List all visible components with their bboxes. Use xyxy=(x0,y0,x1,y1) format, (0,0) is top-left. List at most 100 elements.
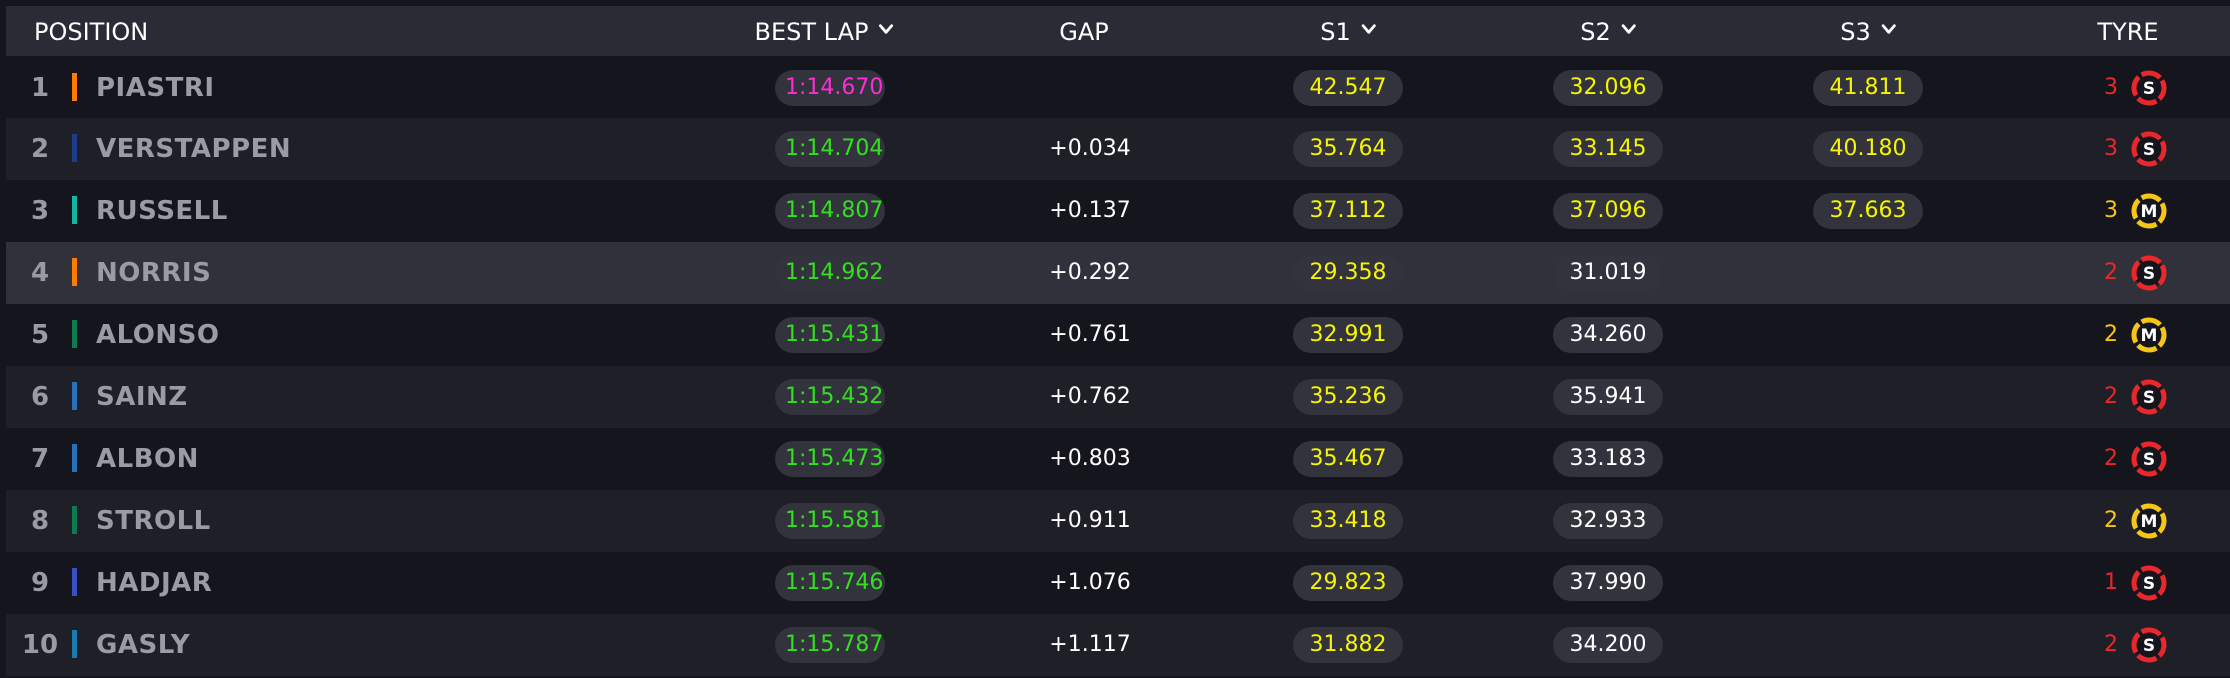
position-number: 5 xyxy=(30,320,50,350)
table-row[interactable]: 9 HADJAR 1:15.746 +1.076 29.823 37.990 1 S xyxy=(6,552,2230,614)
medium-tyre-icon: M xyxy=(2131,317,2167,353)
driver-name[interactable]: ALBON xyxy=(96,444,199,474)
team-color-bar xyxy=(72,444,77,472)
soft-tyre-icon: S xyxy=(2131,255,2167,291)
table-row[interactable]: 6 SAINZ 1:15.432 +0.762 35.236 35.941 2 S xyxy=(6,366,2230,428)
table-row[interactable]: 8 STROLL 1:15.581 +0.911 33.418 32.933 2 M xyxy=(6,490,2230,552)
best-lap-time: 1:14.807 xyxy=(775,193,885,229)
table-row[interactable]: 4 NORRIS 1:14.962 +0.292 29.358 31.019 2 S xyxy=(6,242,2230,304)
header-s1[interactable]: S1 xyxy=(1320,6,1376,56)
tyre-laps-count: 3 xyxy=(2104,136,2118,161)
driver-name[interactable]: PIASTRI xyxy=(96,73,215,103)
tyre-laps-count: 1 xyxy=(2104,570,2118,595)
medium-tyre-icon: M xyxy=(2131,193,2167,229)
s2-time: 34.200 xyxy=(1553,627,1663,663)
team-color-bar xyxy=(72,382,77,410)
position-number: 3 xyxy=(30,196,50,226)
best-lap-time: 1:15.746 xyxy=(775,565,885,601)
s1-time: 35.467 xyxy=(1293,441,1403,477)
s3-time: 40.180 xyxy=(1813,131,1923,167)
tyre-compound-letter: M xyxy=(2141,512,2158,532)
s2-time: 33.145 xyxy=(1553,131,1663,167)
driver-name[interactable]: GASLY xyxy=(96,630,191,660)
soft-tyre-icon: S xyxy=(2131,441,2167,477)
gap-value: +0.761 xyxy=(1049,322,1131,347)
tyre-laps-count: 2 xyxy=(2104,260,2118,285)
s1-time: 29.358 xyxy=(1293,255,1403,291)
driver-name[interactable]: STROLL xyxy=(96,506,211,536)
s2-time: 37.990 xyxy=(1553,565,1663,601)
team-color-bar xyxy=(72,630,77,658)
table-row[interactable]: 5 ALONSO 1:15.431 +0.761 32.991 34.260 2 M xyxy=(6,304,2230,366)
driver-name[interactable]: NORRIS xyxy=(96,258,212,288)
header-tyre[interactable]: TYRE xyxy=(2097,18,2159,46)
s2-time: 33.183 xyxy=(1553,441,1663,477)
header-s3[interactable]: S3 xyxy=(1840,6,1896,56)
s2-time: 35.941 xyxy=(1553,379,1663,415)
s1-time: 37.112 xyxy=(1293,193,1403,229)
tyre-laps-count: 3 xyxy=(2104,198,2118,223)
soft-tyre-icon: S xyxy=(2131,379,2167,415)
gap-value: +0.137 xyxy=(1049,198,1131,223)
soft-tyre-icon: S xyxy=(2131,627,2167,663)
s3-time: 37.663 xyxy=(1813,193,1923,229)
s1-time: 42.547 xyxy=(1293,70,1403,106)
best-lap-time: 1:14.670 xyxy=(775,70,885,106)
position-number: 4 xyxy=(30,258,50,288)
s2-time: 32.096 xyxy=(1553,70,1663,106)
s2-time: 34.260 xyxy=(1553,317,1663,353)
header-s3-label: S3 xyxy=(1840,18,1871,46)
best-lap-time: 1:14.962 xyxy=(775,255,885,291)
chevron-down-icon xyxy=(878,24,894,34)
s2-time: 32.933 xyxy=(1553,503,1663,539)
chevron-down-icon xyxy=(1621,24,1636,34)
tyre-laps-count: 2 xyxy=(2104,632,2118,657)
table-row[interactable]: 1 PIASTRI 1:14.670 42.547 32.096 41.811 3 S xyxy=(6,57,2230,119)
position-number: 9 xyxy=(30,568,50,598)
position-number: 6 xyxy=(30,382,50,412)
soft-tyre-icon: S xyxy=(2131,565,2167,601)
header-position[interactable]: POSITION xyxy=(34,18,149,46)
tyre-compound-letter: S xyxy=(2143,574,2155,594)
s2-time: 37.096 xyxy=(1553,193,1663,229)
table-row[interactable]: 7 ALBON 1:15.473 +0.803 35.467 33.183 2 S xyxy=(6,428,2230,490)
header-s1-label: S1 xyxy=(1320,18,1351,46)
best-lap-time: 1:15.581 xyxy=(775,503,885,539)
medium-tyre-icon: M xyxy=(2131,503,2167,539)
gap-value: +0.803 xyxy=(1049,446,1131,471)
best-lap-time: 1:15.431 xyxy=(775,317,885,353)
header-gap[interactable]: GAP xyxy=(1059,18,1109,46)
team-color-bar xyxy=(72,568,77,596)
tyre-compound-letter: M xyxy=(2141,202,2158,222)
s2-time: 31.019 xyxy=(1553,255,1663,291)
team-color-bar xyxy=(72,506,77,534)
best-lap-time: 1:15.787 xyxy=(775,627,885,663)
position-number: 7 xyxy=(30,444,50,474)
driver-name[interactable]: SAINZ xyxy=(96,382,188,412)
s1-time: 29.823 xyxy=(1293,565,1403,601)
team-color-bar xyxy=(72,73,77,101)
gap-value: +1.117 xyxy=(1049,632,1131,657)
header-best-lap[interactable]: BEST LAP xyxy=(755,6,894,56)
driver-name[interactable]: ALONSO xyxy=(96,320,220,350)
table-row[interactable]: 10 GASLY 1:15.787 +1.117 31.882 34.200 2 S xyxy=(6,614,2230,676)
header-s2[interactable]: S2 xyxy=(1580,6,1636,56)
s1-time: 31.882 xyxy=(1293,627,1403,663)
tyre-laps-count: 2 xyxy=(2104,322,2118,347)
tyre-compound-letter: S xyxy=(2143,450,2155,470)
driver-name[interactable]: HADJAR xyxy=(96,568,213,598)
table-row[interactable]: 2 VERSTAPPEN 1:14.704 +0.034 35.764 33.145 40.… xyxy=(6,118,2230,180)
gap-value: +0.034 xyxy=(1049,136,1131,161)
team-color-bar xyxy=(72,196,77,224)
driver-name[interactable]: RUSSELL xyxy=(96,196,228,226)
table-row[interactable]: 3 RUSSELL 1:14.807 +0.137 37.112 37.096 37.663… xyxy=(6,180,2230,242)
tyre-laps-count: 2 xyxy=(2104,508,2118,533)
driver-name[interactable]: VERSTAPPEN xyxy=(96,134,292,164)
team-color-bar xyxy=(72,320,77,348)
table-header: POSITION BEST LAP GAP S1 S2 S3 TYRE xyxy=(6,6,2230,56)
tyre-laps-count: 2 xyxy=(2104,446,2118,471)
tyre-compound-letter: S xyxy=(2143,388,2155,408)
best-lap-time: 1:15.432 xyxy=(775,379,885,415)
tyre-compound-letter: M xyxy=(2141,326,2158,346)
